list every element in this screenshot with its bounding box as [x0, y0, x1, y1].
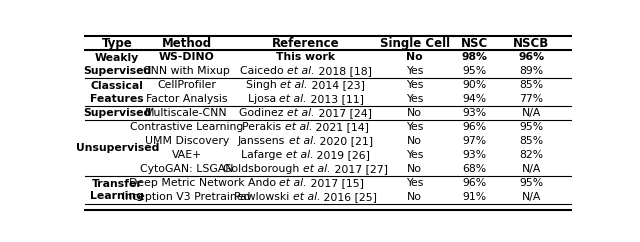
Text: Singh: Singh: [246, 80, 280, 91]
Text: Factor Analysis: Factor Analysis: [146, 94, 227, 104]
Text: et al.: et al.: [289, 136, 316, 146]
Text: Yes: Yes: [406, 122, 424, 132]
Text: 98%: 98%: [461, 53, 487, 62]
Text: 90%: 90%: [462, 80, 486, 91]
Text: 2021 [14]: 2021 [14]: [312, 122, 369, 132]
Text: No: No: [406, 53, 423, 62]
Text: Yes: Yes: [406, 150, 424, 160]
Text: No: No: [407, 164, 422, 174]
Text: Yes: Yes: [406, 67, 424, 76]
Text: CNN with Mixup: CNN with Mixup: [143, 67, 230, 76]
Text: 68%: 68%: [462, 164, 486, 174]
Text: et al.: et al.: [279, 178, 307, 188]
Text: et al.: et al.: [287, 67, 315, 76]
Text: No: No: [407, 192, 422, 202]
Text: WS-DINO: WS-DINO: [159, 53, 214, 62]
Text: Yes: Yes: [406, 178, 424, 188]
Text: 2014 [23]: 2014 [23]: [308, 80, 365, 91]
Text: 85%: 85%: [519, 136, 543, 146]
Text: Lafarge: Lafarge: [241, 150, 285, 160]
Text: 2016 [25]: 2016 [25]: [321, 192, 378, 202]
Text: Reference: Reference: [272, 37, 339, 50]
Text: Multiscale-CNN: Multiscale-CNN: [145, 108, 228, 118]
Text: NSC: NSC: [461, 37, 488, 50]
Text: 85%: 85%: [519, 80, 543, 91]
Text: VAE+: VAE+: [172, 150, 202, 160]
Text: Perakis: Perakis: [242, 122, 285, 132]
Text: et al.: et al.: [285, 150, 314, 160]
Text: 95%: 95%: [519, 122, 543, 132]
Text: 2020 [21]: 2020 [21]: [316, 136, 373, 146]
Text: Goldsborough: Goldsborough: [223, 164, 303, 174]
Text: Unsupervised: Unsupervised: [76, 143, 159, 153]
Text: Pawlowski: Pawlowski: [234, 192, 292, 202]
Text: Ando: Ando: [248, 178, 279, 188]
Text: 96%: 96%: [518, 53, 545, 62]
Text: 95%: 95%: [519, 178, 543, 188]
Text: et al.: et al.: [279, 94, 307, 104]
Text: Contrastive Learning: Contrastive Learning: [130, 122, 243, 132]
Text: 97%: 97%: [462, 136, 486, 146]
Text: et al.: et al.: [292, 192, 321, 202]
Text: CytoGAN: LSGAN: CytoGAN: LSGAN: [140, 164, 234, 174]
Text: Weakly
Supervised: Weakly Supervised: [83, 53, 151, 76]
Text: 91%: 91%: [462, 192, 486, 202]
Text: 95%: 95%: [462, 67, 486, 76]
Text: Transfer
Learning: Transfer Learning: [90, 179, 144, 201]
Text: Supervised: Supervised: [83, 108, 151, 118]
Text: Single Cell: Single Cell: [380, 37, 450, 50]
Text: et al.: et al.: [287, 108, 315, 118]
Text: 2017 [27]: 2017 [27]: [331, 164, 388, 174]
Text: No: No: [407, 136, 422, 146]
Text: N/A: N/A: [522, 192, 541, 202]
Text: Type: Type: [102, 37, 132, 50]
Text: Inception V3 Pretrained: Inception V3 Pretrained: [122, 192, 251, 202]
Text: 2017 [15]: 2017 [15]: [307, 178, 364, 188]
Text: 2018 [18]: 2018 [18]: [315, 67, 372, 76]
Text: 82%: 82%: [519, 150, 543, 160]
Text: Method: Method: [161, 37, 212, 50]
Text: N/A: N/A: [522, 164, 541, 174]
Text: N/A: N/A: [522, 108, 541, 118]
Text: Yes: Yes: [406, 94, 424, 104]
Text: et al.: et al.: [285, 122, 312, 132]
Text: 93%: 93%: [462, 150, 486, 160]
Text: Yes: Yes: [406, 80, 424, 91]
Text: This work: This work: [276, 53, 335, 62]
Text: Classical
Features: Classical Features: [90, 81, 144, 104]
Text: Janssens: Janssens: [238, 136, 289, 146]
Text: 77%: 77%: [519, 94, 543, 104]
Text: Ljosa: Ljosa: [248, 94, 279, 104]
Text: Godinez: Godinez: [239, 108, 287, 118]
Text: 94%: 94%: [462, 94, 486, 104]
Text: No: No: [407, 108, 422, 118]
Text: 2017 [24]: 2017 [24]: [315, 108, 372, 118]
Text: Caicedo: Caicedo: [240, 67, 287, 76]
Text: 96%: 96%: [462, 122, 486, 132]
Text: et al.: et al.: [303, 164, 331, 174]
Text: 96%: 96%: [462, 178, 486, 188]
Text: UMM Discovery: UMM Discovery: [145, 136, 228, 146]
Text: 2019 [26]: 2019 [26]: [314, 150, 371, 160]
Text: 89%: 89%: [519, 67, 543, 76]
Text: NSCB: NSCB: [513, 37, 550, 50]
Text: 93%: 93%: [462, 108, 486, 118]
Text: et al.: et al.: [280, 80, 308, 91]
Text: 2013 [11]: 2013 [11]: [307, 94, 364, 104]
Text: Deep Metric Network: Deep Metric Network: [129, 178, 244, 188]
Text: CellProfiler: CellProfiler: [157, 80, 216, 91]
